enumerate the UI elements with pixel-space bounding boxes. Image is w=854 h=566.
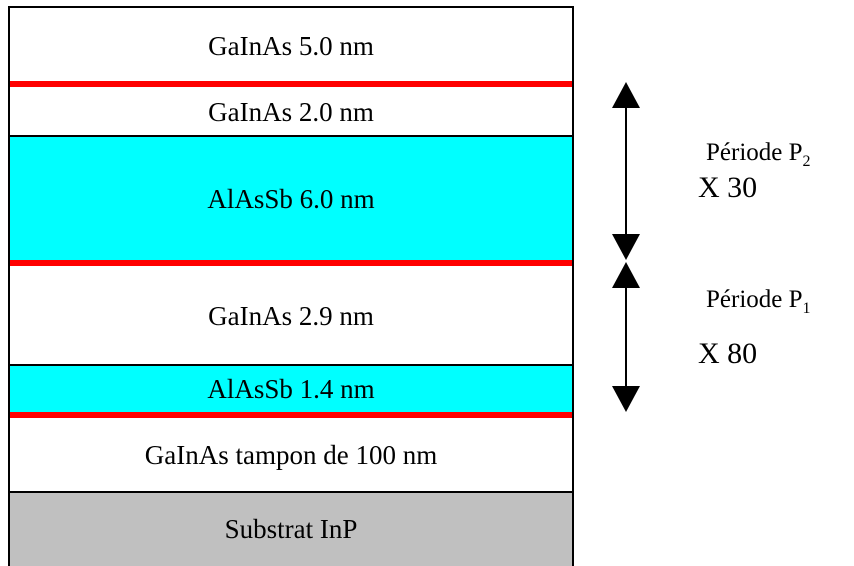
- layer-label: GaInAs tampon de 100 nm: [144, 439, 438, 470]
- layer-gainas-5nm: GaInAs 5.0 nm: [10, 8, 572, 84]
- layer-substrat-inp: Substrat InP: [10, 493, 572, 566]
- red-interface: [10, 260, 572, 266]
- arrow-up-icon: [612, 262, 640, 288]
- layer-boundary: [10, 364, 572, 366]
- layer-boundary: [10, 135, 572, 137]
- layer-label: Substrat InP: [224, 514, 358, 544]
- arrow-down-icon: [612, 234, 640, 260]
- period-p1-multiplier: X 80: [698, 337, 758, 370]
- period-p2-label: Période P2: [706, 139, 811, 171]
- layer-gainas-2-9nm: GaInAs 2.9 nm: [10, 266, 572, 366]
- red-interface: [10, 81, 572, 87]
- period-p2-multiplier: X 30: [698, 171, 758, 204]
- period-name: Période P: [706, 139, 803, 166]
- layer-label: GaInAs 2.0 nm: [208, 96, 374, 127]
- layer-gainas-2nm: GaInAs 2.0 nm: [10, 87, 572, 137]
- period-subscript: 2: [802, 153, 811, 170]
- arrow-up-icon: [612, 82, 640, 108]
- layer-label: AlAsSb 6.0 nm: [207, 183, 375, 214]
- layer-alassb-6nm: AlAsSb 6.0 nm: [10, 137, 572, 261]
- layer-label: GaInAs 5.0 nm: [208, 30, 374, 61]
- layer-boundary: [10, 491, 572, 493]
- period-subscript: 1: [802, 300, 811, 317]
- layer-stack: GaInAs 5.0 nm GaInAs 2.0 nm AlAsSb 6.0 n…: [8, 6, 574, 566]
- layer-label: GaInAs 2.9 nm: [208, 300, 374, 331]
- arrow-down-icon: [612, 386, 640, 412]
- layer-alassb-1-4nm: AlAsSb 1.4 nm: [10, 366, 572, 413]
- period-name: Période P: [706, 286, 803, 313]
- red-interface: [10, 412, 572, 418]
- period-p1-label: Période P1: [706, 286, 811, 318]
- layer-label: AlAsSb 1.4 nm: [207, 374, 375, 404]
- layer-gainas-tampon: GaInAs tampon de 100 nm: [10, 418, 572, 492]
